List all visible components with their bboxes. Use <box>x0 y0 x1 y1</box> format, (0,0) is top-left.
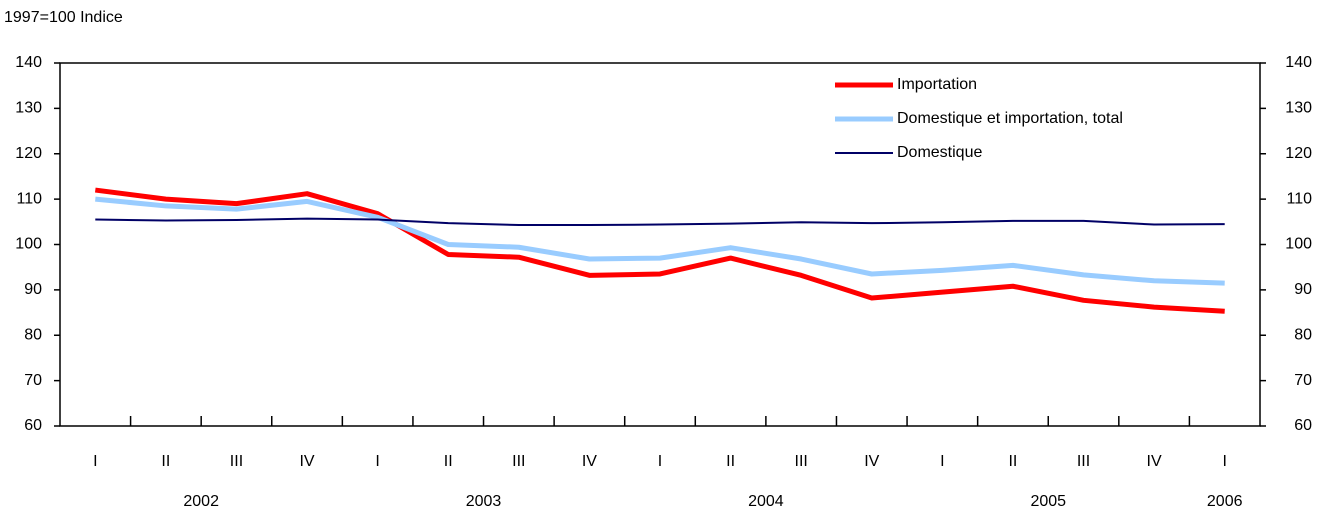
y2-tick-label: 60 <box>1294 417 1312 434</box>
y-tick-label: 90 <box>24 281 42 298</box>
year-label: 2005 <box>1030 493 1066 510</box>
x-tick-label: IV <box>582 453 597 470</box>
x-tick-label: III <box>230 453 243 470</box>
line-series <box>95 217 1225 226</box>
x-tick-label: II <box>726 453 735 470</box>
x-tick-label: II <box>444 453 453 470</box>
x-tick-label: I <box>940 453 944 470</box>
x-tick-label: IV <box>1147 453 1162 470</box>
x-tick-label: III <box>1077 453 1090 470</box>
y-tick-label: 60 <box>24 417 42 434</box>
year-label: 2003 <box>466 493 502 510</box>
legend-label: Domestique <box>897 144 982 161</box>
x-tick-label: I <box>658 453 662 470</box>
y2-tick-label: 80 <box>1294 326 1312 343</box>
y-tick-label: 70 <box>24 372 42 389</box>
x-tick-label: IV <box>299 453 314 470</box>
y-tick-label: 100 <box>15 236 42 253</box>
x-tick-label: III <box>795 453 808 470</box>
x-tick-label: IV <box>864 453 879 470</box>
y2-tick-label: 90 <box>1294 281 1312 298</box>
x-tick-label: I <box>1222 453 1226 470</box>
x-tick-label: II <box>1008 453 1017 470</box>
y2-tick-label: 70 <box>1294 372 1312 389</box>
x-tick-label: II <box>161 453 170 470</box>
legend-label: Domestique et importation, total <box>897 110 1123 127</box>
y2-tick-label: 140 <box>1285 54 1312 71</box>
line-series <box>94 187 1225 314</box>
y-tick-label: 110 <box>16 190 42 207</box>
y-tick-label: 140 <box>15 54 42 71</box>
x-tick-label: I <box>375 453 379 470</box>
x-tick-label: III <box>512 453 525 470</box>
y2-tick-label: 130 <box>1285 100 1312 117</box>
y-tick-label: 80 <box>24 326 42 343</box>
year-label: 2004 <box>748 493 784 510</box>
y-tick-label: 130 <box>15 100 42 117</box>
line-series <box>95 196 1225 286</box>
y2-tick-label: 100 <box>1285 236 1312 253</box>
y-tick-label: 120 <box>15 145 42 162</box>
year-label: 2006 <box>1207 493 1243 510</box>
y2-tick-label: 120 <box>1285 145 1312 162</box>
y2-tick-label: 110 <box>1286 190 1312 207</box>
y-axis-label: 1997=100 Indice <box>4 9 123 26</box>
legend-label: Importation <box>897 76 977 93</box>
x-tick-label: I <box>93 453 97 470</box>
year-label: 2002 <box>183 493 219 510</box>
